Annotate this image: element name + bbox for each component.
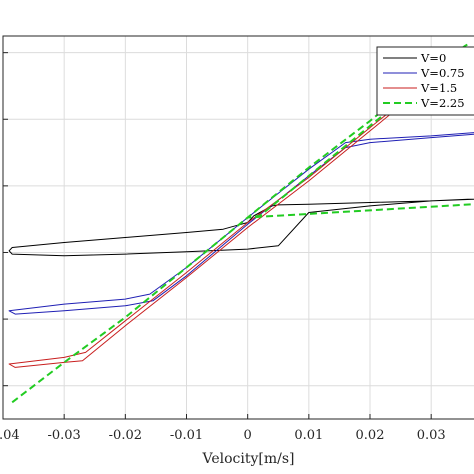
legend: V=0V=0.75V=1.5V=2.25 [376,46,474,116]
x-tick-label: -0.03 [47,428,80,443]
legend-entry: V=0.75 [420,66,465,80]
x-tick-label: -0.04 [0,428,20,443]
x-tick-label: -0.02 [109,428,142,443]
x-tick-label: -0.01 [170,428,203,443]
legend-entry: V=1.5 [420,81,457,95]
x-tick-label: 0 [244,428,252,443]
plot-frame [2,35,474,420]
x-tick-label: 0.02 [356,428,385,443]
legend-entry: V=2.25 [420,96,465,110]
series-line-v-1-5 [8,83,474,368]
legend-entry: V=0 [420,51,446,65]
x-tick-label: 0.03 [417,428,446,443]
x-axis-label: Velocity[m/s] [202,451,295,467]
x-tick-label: 0.01 [294,428,323,443]
series-line-v-0 [8,198,474,257]
tick-layer: -0.04 -0.03 -0.02 -0.01 0 0.01 0.02 0.03 [0,52,446,443]
